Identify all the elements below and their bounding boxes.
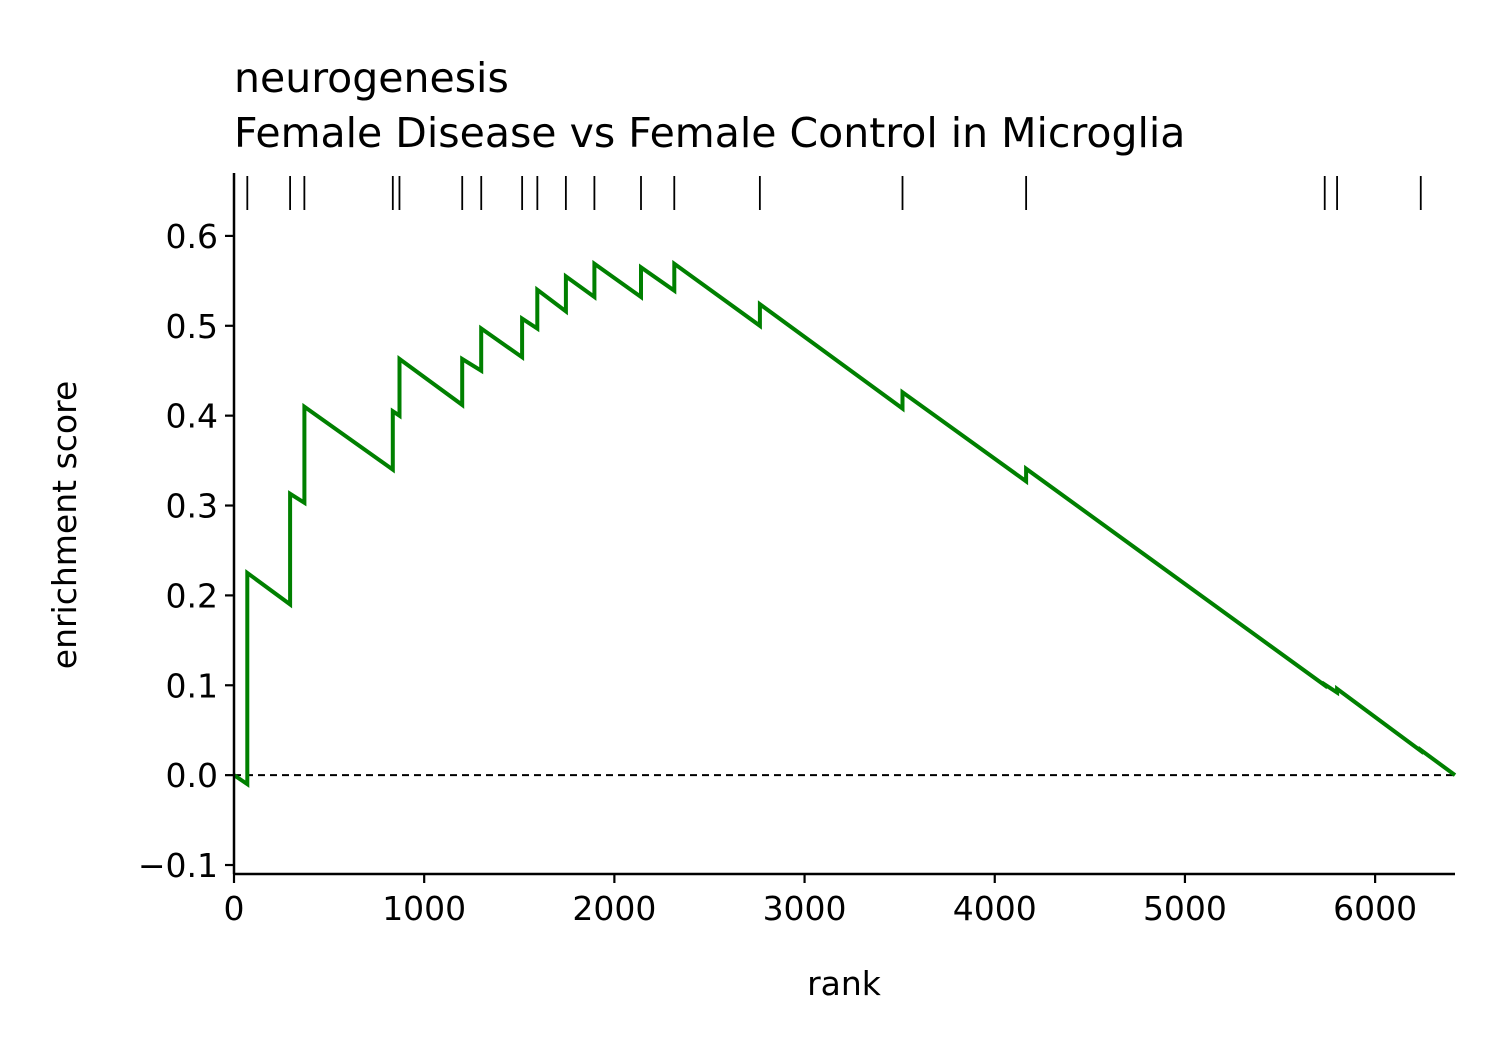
- chart-title: neurogenesis: [234, 54, 509, 102]
- x-tick-label: 2000: [572, 889, 656, 928]
- y-axis-ticks: −0.1 0.0 0.1 0.2 0.3 0.4 0.5 0.6: [138, 217, 234, 885]
- enrichment-score-line: [232, 259, 1457, 788]
- y-tick-label: 0.0: [166, 756, 218, 795]
- x-axis-ticks: 0 1000 2000 3000 4000 5000 6000: [224, 874, 1417, 928]
- x-tick-label: 3000: [763, 889, 847, 928]
- x-tick-label: 4000: [953, 889, 1037, 928]
- x-axis-label: rank: [807, 964, 882, 1003]
- y-axis-label: enrichment score: [45, 381, 84, 669]
- chart-subtitle: Female Disease vs Female Control in Micr…: [234, 109, 1185, 157]
- x-tick-label: 1000: [382, 889, 466, 928]
- x-tick-label: 0: [224, 889, 245, 928]
- x-tick-label: 6000: [1333, 889, 1417, 928]
- y-tick-label: 0.2: [166, 576, 218, 615]
- y-tick-label: 0.3: [166, 487, 218, 526]
- x-tick-label: 5000: [1143, 889, 1227, 928]
- y-tick-label: −0.1: [138, 846, 218, 885]
- plot-area: [232, 259, 1457, 788]
- y-tick-label: 0.1: [166, 666, 218, 705]
- y-tick-label: 0.4: [166, 397, 218, 436]
- hit-markers: [246, 176, 1422, 210]
- y-tick-label: 0.5: [166, 307, 218, 346]
- y-tick-label: 0.6: [166, 217, 218, 256]
